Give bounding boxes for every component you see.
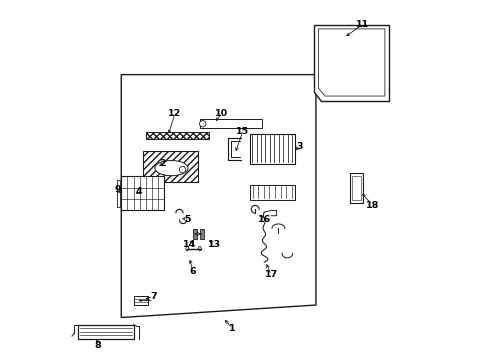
Circle shape xyxy=(179,166,185,173)
Bar xyxy=(200,229,203,239)
Text: 7: 7 xyxy=(150,292,156,301)
Bar xyxy=(121,176,164,210)
Text: 12: 12 xyxy=(168,109,181,118)
Text: 5: 5 xyxy=(183,215,190,224)
Circle shape xyxy=(199,121,205,127)
Text: 10: 10 xyxy=(214,109,227,118)
Bar xyxy=(142,152,198,182)
Text: 15: 15 xyxy=(236,127,249,136)
Text: 16: 16 xyxy=(257,215,270,224)
Bar xyxy=(249,185,294,200)
Bar xyxy=(351,176,361,201)
Text: 14: 14 xyxy=(182,240,195,249)
Text: 8: 8 xyxy=(95,341,101,350)
Bar xyxy=(349,173,363,203)
Polygon shape xyxy=(313,24,388,102)
Ellipse shape xyxy=(185,247,188,251)
Text: 2: 2 xyxy=(159,159,165,168)
Text: 18: 18 xyxy=(365,201,378,210)
Bar xyxy=(146,132,208,139)
Bar xyxy=(134,296,148,305)
Text: 6: 6 xyxy=(189,267,196,276)
Text: 17: 17 xyxy=(264,270,277,279)
Bar xyxy=(78,325,134,339)
Ellipse shape xyxy=(198,247,201,251)
Text: 13: 13 xyxy=(207,240,220,249)
Text: 1: 1 xyxy=(228,324,235,333)
Bar xyxy=(117,180,120,207)
Text: 11: 11 xyxy=(355,20,368,29)
Bar xyxy=(200,119,262,128)
Polygon shape xyxy=(121,75,315,318)
Text: 3: 3 xyxy=(296,141,303,150)
Bar xyxy=(249,134,294,164)
Ellipse shape xyxy=(155,161,188,176)
Text: 4: 4 xyxy=(136,187,142,196)
Bar xyxy=(192,229,197,239)
Text: 9: 9 xyxy=(114,185,121,194)
